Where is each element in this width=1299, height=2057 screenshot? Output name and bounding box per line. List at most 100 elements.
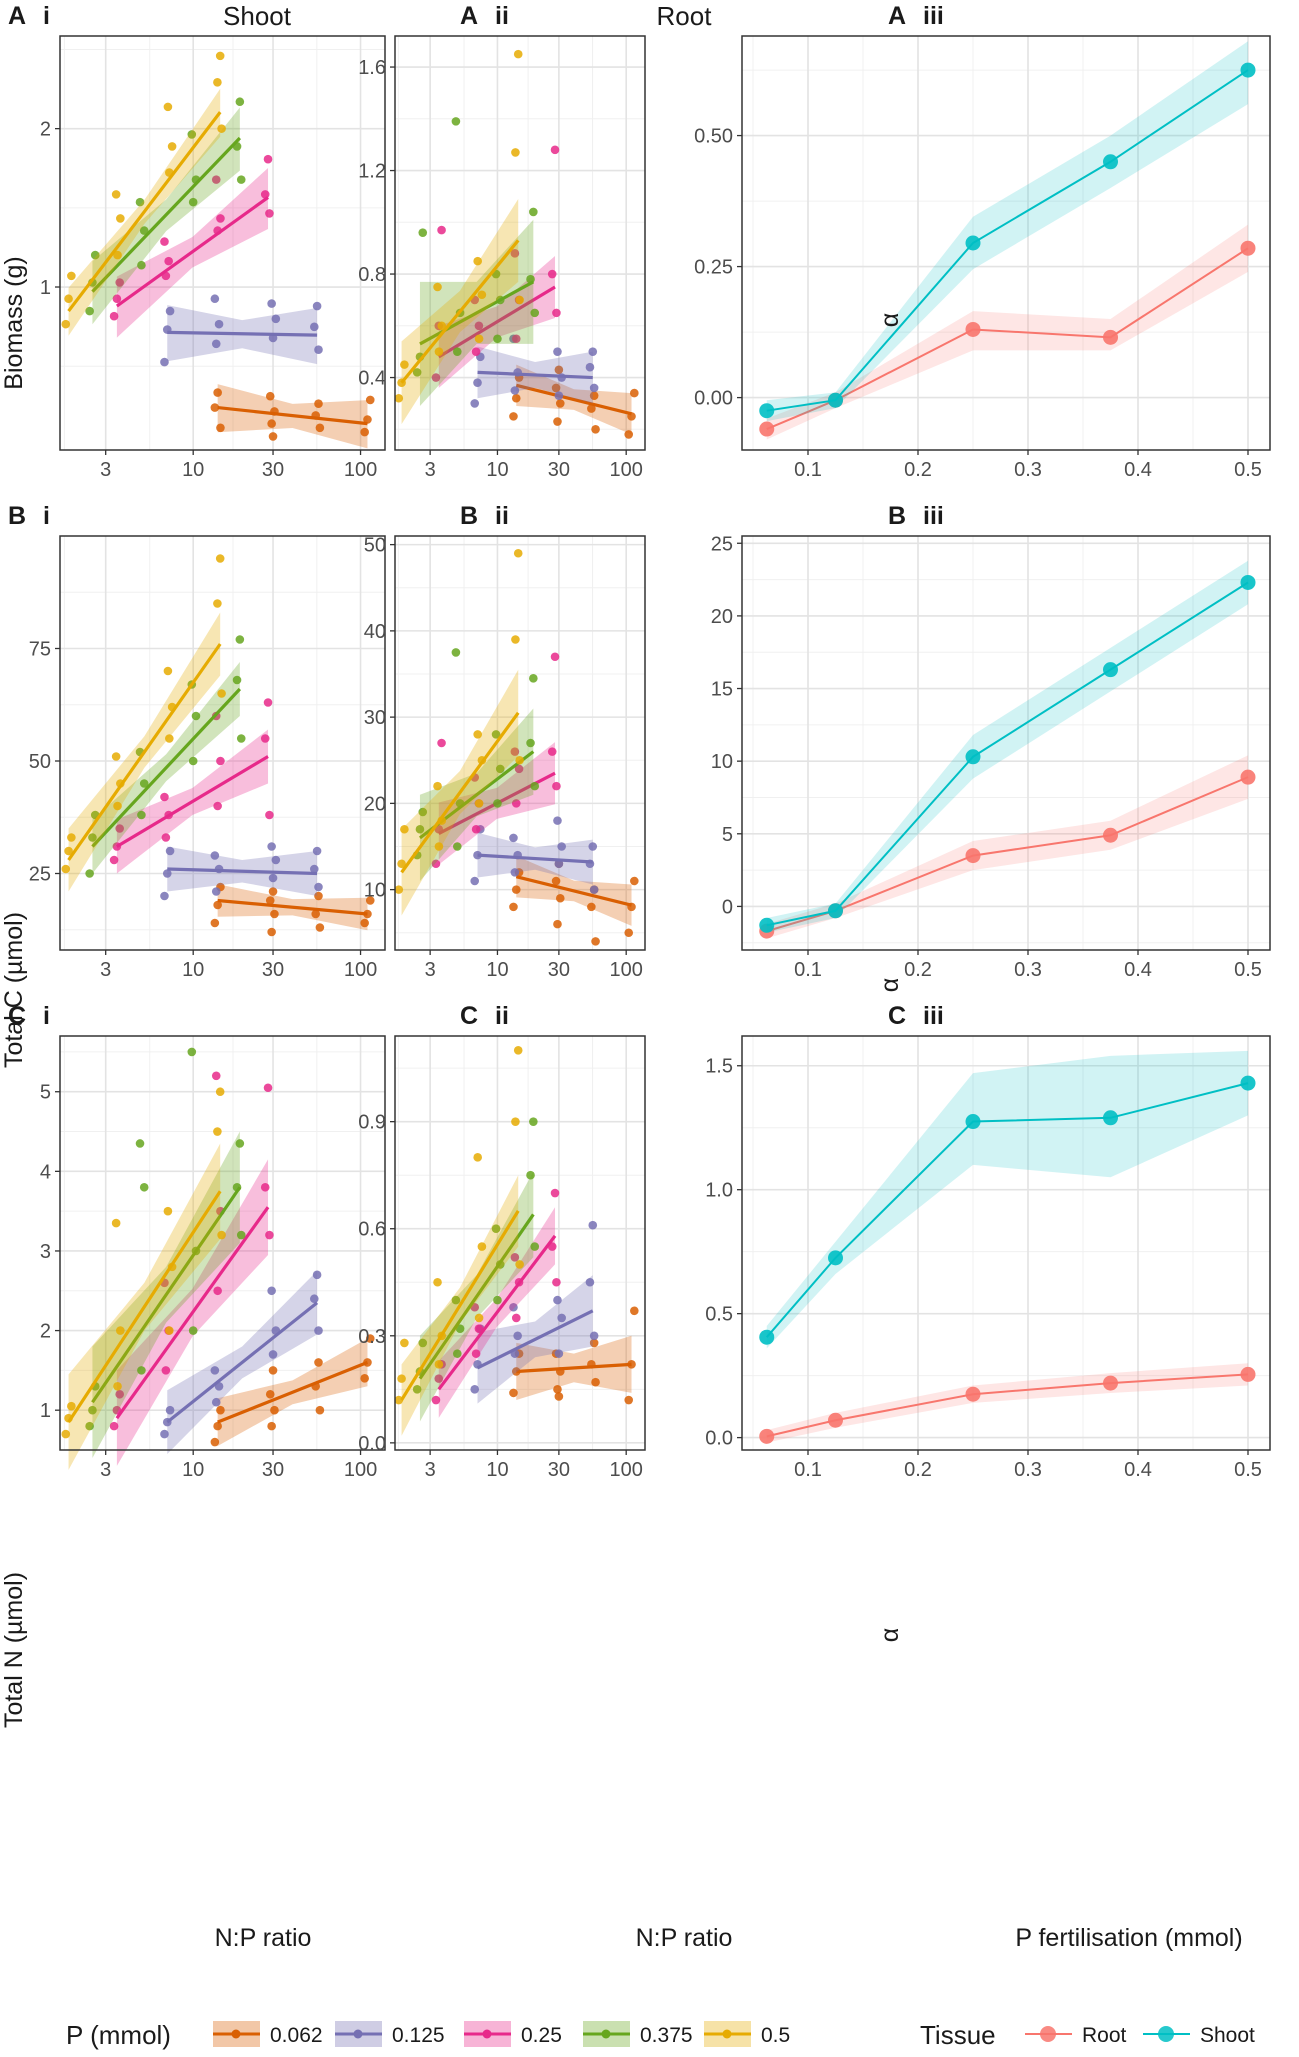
x-tick-label: 30	[262, 459, 284, 481]
point-0.5	[477, 290, 487, 300]
point-Shoot	[828, 392, 843, 408]
point-0.25	[550, 652, 560, 662]
legend-p-item-0.5: 0.5	[704, 2021, 790, 2047]
point-0.062	[268, 1366, 278, 1375]
series-0.062	[210, 882, 375, 937]
regression-line-0.5	[400, 239, 520, 384]
regression-line-0.375	[91, 687, 242, 848]
point-0.25	[471, 824, 481, 834]
y-tick-label: 0.50	[694, 126, 733, 148]
regression-line-0.375	[91, 1186, 242, 1404]
y-tick-label: 0.0	[705, 1428, 733, 1450]
point-0.375	[235, 635, 245, 644]
x-tick-label: 100	[610, 459, 643, 481]
regression-line-0.25	[437, 285, 556, 359]
x-tick-label: 10	[182, 459, 204, 481]
series-0.125	[470, 816, 599, 894]
plot-area	[60, 36, 385, 450]
point-0.375	[451, 648, 461, 657]
point-0.25	[115, 278, 124, 287]
point-Shoot	[759, 403, 775, 419]
regression-line-0.125	[167, 330, 318, 337]
legend-tissue-item-Root: Root	[1025, 2024, 1127, 2047]
point-0.5	[67, 1401, 76, 1411]
point-0.5	[217, 1230, 226, 1240]
point-0.375	[453, 347, 462, 356]
point-0.125	[509, 1302, 518, 1312]
point-0.25	[260, 1182, 270, 1192]
point-0.125	[557, 842, 566, 851]
series-0.125	[160, 294, 323, 367]
point-0.375	[493, 1295, 502, 1305]
point-0.062	[551, 383, 561, 393]
point-0.062	[267, 1421, 276, 1431]
point-0.062	[587, 404, 596, 413]
y-tick-label: 4	[40, 1161, 51, 1183]
ci-band-Shoot	[766, 41, 1248, 422]
legend-p-item-0.062: 0.062	[213, 2021, 323, 2047]
series-0.062	[210, 384, 375, 449]
panel-tag-A-iii: A	[888, 2, 906, 30]
point-0.125	[553, 1295, 562, 1305]
panel-tag-num-A-i: i	[43, 2, 50, 30]
y-tick-label: 50	[364, 535, 386, 557]
point-0.062	[267, 419, 276, 428]
panel-tag-num-C-i: i	[43, 1002, 50, 1030]
point-0.5	[397, 859, 406, 869]
point-0.062	[360, 1374, 369, 1383]
point-0.125	[160, 1429, 169, 1439]
point-0.125	[160, 357, 169, 367]
panel-B-iii: 0.1 0.2 0.3 0.4 0.5 0 5 10 15 20 25 B iii	[711, 502, 1271, 981]
x-tick-label: 10	[486, 959, 508, 981]
point-0.25	[511, 1313, 521, 1323]
point-0.062	[265, 391, 275, 401]
regression-line-0.5	[67, 111, 222, 313]
x-tick-label: 100	[344, 1459, 377, 1481]
point-Shoot	[828, 1250, 843, 1266]
x-tick-label: 30	[262, 959, 284, 981]
point-0.062	[210, 403, 220, 412]
plot-area	[742, 1036, 1270, 1450]
point-0.5	[473, 256, 482, 266]
series-0.25	[109, 1071, 274, 1466]
y-tick-label: 30	[364, 707, 386, 729]
point-0.125	[589, 885, 599, 894]
x-tick-label: 100	[344, 459, 377, 481]
point-0.5	[473, 730, 482, 739]
point-0.125	[510, 868, 520, 877]
point-0.5	[217, 124, 226, 133]
point-0.5	[116, 1326, 125, 1335]
legend-tissue-item-Shoot: Shoot	[1143, 2024, 1255, 2047]
point-0.125	[585, 1277, 595, 1287]
y-tick-label: 75	[29, 639, 51, 661]
point-0.125	[588, 842, 598, 851]
point-0.375	[412, 368, 422, 377]
point-0.5	[515, 295, 524, 305]
y-tick-label: 10	[364, 880, 386, 902]
point-0.5	[111, 1218, 121, 1228]
panel-C-ii: 3 10 30 100 0.0 0.3 0.6 0.9 C ii	[358, 1002, 646, 1481]
point-0.5	[433, 282, 442, 292]
point-0.25	[160, 237, 169, 246]
point-0.25	[115, 1389, 124, 1399]
regression-line-0.5	[400, 711, 520, 874]
point-0.375	[530, 781, 540, 791]
point-0.25	[552, 308, 561, 318]
regression-line-0.25	[115, 196, 269, 308]
panel-border	[59, 1035, 386, 1451]
legend-tissue-label: Root	[1082, 2024, 1127, 2047]
point-0.375	[495, 764, 505, 774]
point-0.062	[589, 1338, 599, 1348]
point-0.5	[433, 1277, 442, 1287]
point-0.5	[213, 77, 222, 87]
y-tick-label: 40	[364, 621, 386, 643]
point-0.062	[589, 391, 599, 400]
y-tick-label: 2	[40, 119, 51, 141]
point-0.5	[434, 1360, 444, 1369]
x-tick-label: 0.4	[1124, 1459, 1152, 1481]
regression-line-0.25	[116, 755, 269, 848]
point-0.125	[509, 833, 518, 843]
x-tick-label: 10	[182, 1459, 204, 1481]
plot-area	[742, 536, 1270, 950]
point-0.125	[267, 299, 276, 308]
